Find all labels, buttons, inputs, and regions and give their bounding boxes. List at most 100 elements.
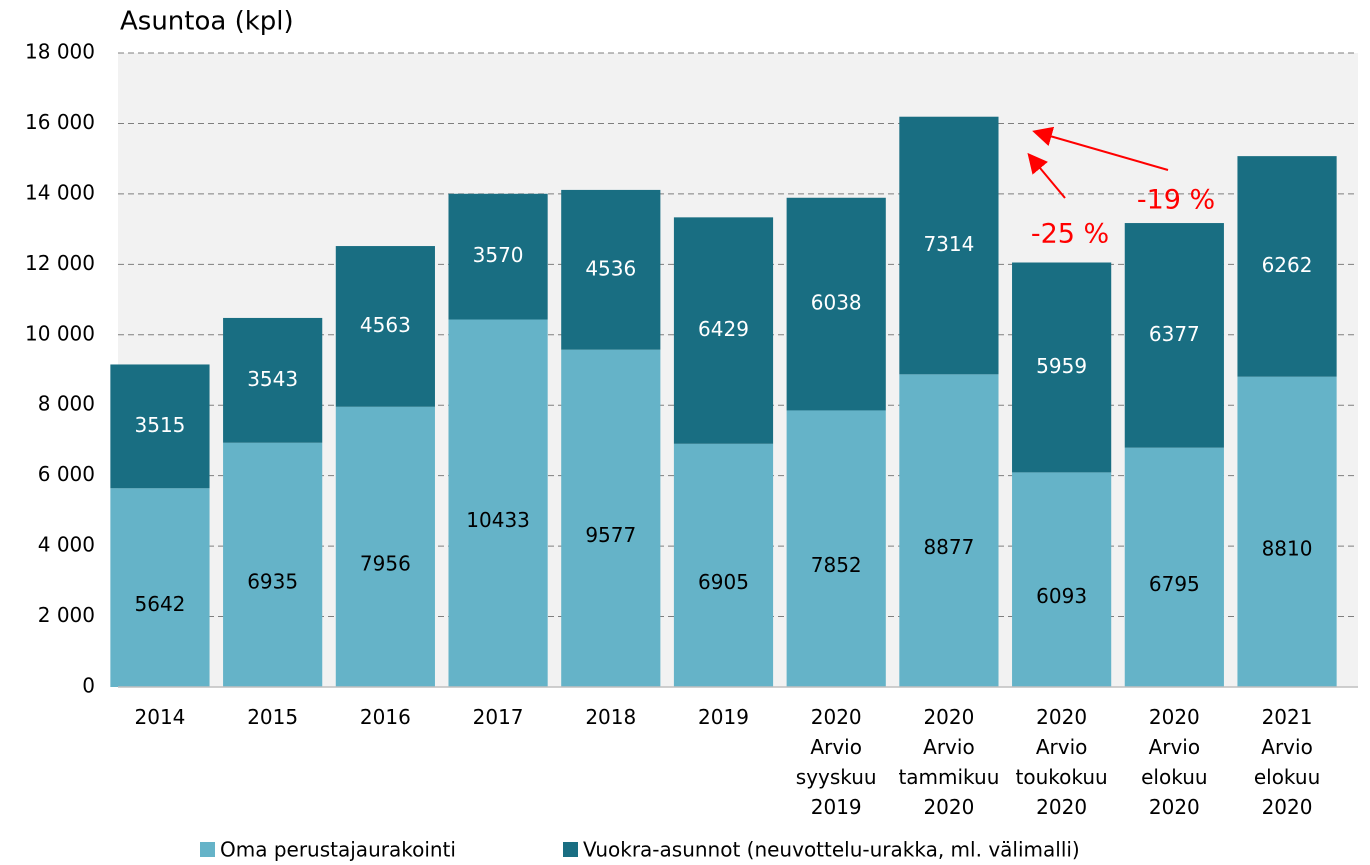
data-label: 4563 (360, 313, 411, 337)
bar-segment (786, 197, 886, 411)
bar-segment (110, 364, 210, 489)
bar-segment (335, 246, 435, 407)
bar-segment (1012, 472, 1112, 687)
bar-segment (899, 374, 999, 687)
bar-segment (1012, 262, 1112, 473)
legend-swatch (200, 842, 215, 857)
data-label: 9577 (585, 523, 636, 547)
x-tick-line: 2020 (1149, 795, 1200, 819)
x-tick-label: 2020 Arvio toukokuu 2020 (1016, 705, 1108, 819)
annotation: -25 % (1031, 219, 1109, 250)
x-tick-line: 2016 (360, 705, 411, 729)
x-tick-label: 2017 (473, 705, 524, 729)
x-tick-line: elokuu (1141, 765, 1207, 789)
data-label: 6905 (698, 570, 749, 594)
x-tick-line: Arvio (1261, 735, 1313, 759)
bar-segment (786, 410, 886, 687)
x-tick-line: 2015 (247, 705, 298, 729)
data-label: 4536 (585, 256, 636, 280)
legend-swatch (563, 842, 578, 857)
y-tick-label: 6 000 (38, 462, 95, 486)
data-label: 3543 (247, 367, 298, 391)
x-tick-line: 2017 (473, 705, 524, 729)
x-tick-line: toukokuu (1016, 765, 1108, 789)
x-tick-label: 2020 Arvio elokuu 2020 (1141, 705, 1207, 819)
bar-segment (1124, 223, 1224, 448)
data-label: 8877 (923, 535, 974, 559)
x-tick-line: Arvio (810, 735, 862, 759)
data-label: 6935 (247, 569, 298, 593)
y-tick-label: 10 000 (25, 321, 95, 345)
data-label: 10433 (466, 508, 530, 532)
x-tick-label: 2021 Arvio elokuu 2020 (1254, 705, 1320, 819)
bar-segment (1237, 156, 1337, 377)
y-tick-label: 0 (82, 674, 95, 698)
y-tick-label: 14 000 (25, 180, 95, 204)
data-label: 5642 (135, 592, 186, 616)
x-tick-line: 2014 (135, 705, 186, 729)
bar-segment (335, 406, 435, 687)
x-tick-line: 2020 (1036, 705, 1087, 729)
data-label: 3570 (473, 243, 524, 267)
x-tick-line: tammikuu (898, 765, 999, 789)
x-tick-label: 2014 (135, 705, 186, 729)
bar-segment (561, 349, 661, 687)
x-tick-line: Arvio (1036, 735, 1088, 759)
y-tick-label: 4 000 (38, 533, 95, 557)
bar-segment (673, 443, 774, 687)
x-tick-label: 2020 Arvio tammikuu 2020 (898, 705, 999, 819)
data-label: 6038 (811, 291, 862, 315)
data-label: 8810 (1262, 536, 1313, 560)
bar-segment (448, 319, 548, 687)
legend-label: Oma perustajaurakointi (220, 838, 456, 862)
x-tick-line: 2020 (923, 795, 974, 819)
data-label: 7314 (923, 232, 974, 256)
x-tick-line: 2020 (923, 705, 974, 729)
x-tick-line: 2020 (1149, 705, 1200, 729)
data-label: 3515 (135, 413, 186, 437)
bar-segment (223, 442, 323, 687)
x-tick-line: 2020 (811, 705, 862, 729)
bar-segment (448, 193, 548, 320)
x-tick-line: 2019 (698, 705, 749, 729)
bar-segment (1124, 447, 1224, 687)
x-tick-line: 2020 (1262, 795, 1313, 819)
y-tick-label: 2 000 (38, 603, 95, 627)
bar-segment (561, 189, 661, 350)
x-tick-line: elokuu (1254, 765, 1320, 789)
data-label: 6093 (1036, 584, 1087, 608)
data-label: 7956 (360, 551, 411, 575)
data-label: 6795 (1149, 572, 1200, 596)
y-axis-title: Asuntoa (kpl) (120, 7, 294, 37)
bar-segment (223, 317, 323, 443)
x-tick-label: 2020 Arvio syyskuu 2019 (796, 705, 877, 819)
y-tick-label: 12 000 (25, 251, 95, 275)
bar-segment (673, 217, 774, 444)
data-label: 6429 (698, 317, 749, 341)
data-label: 6377 (1149, 322, 1200, 346)
annotation-arrows (1027, 126, 1169, 199)
legend-label: Vuokra-asunnot (neuvottelu-urakka, ml. v… (583, 838, 1080, 862)
data-label: 7852 (811, 553, 862, 577)
x-tick-line: 2021 (1262, 705, 1313, 729)
y-tick-label: 18 000 (25, 40, 95, 64)
arrow (1032, 126, 1169, 171)
bar-segment (110, 488, 210, 687)
y-tick-label: 8 000 (38, 392, 95, 416)
x-tick-label: 2015 (247, 705, 298, 729)
data-label: 6262 (1262, 253, 1313, 277)
x-tick-label: 2016 (360, 705, 411, 729)
x-tick-line: Arvio (923, 735, 975, 759)
y-tick-label: 16 000 (25, 110, 95, 134)
bar-segment (899, 116, 999, 375)
x-tick-label: 2019 (698, 705, 749, 729)
x-tick-line: 2020 (1036, 795, 1087, 819)
arrow (1027, 152, 1066, 199)
x-tick-line: 2018 (585, 705, 636, 729)
data-label: 5959 (1036, 354, 1087, 378)
x-tick-line: syyskuu (796, 765, 877, 789)
x-tick-line: 2019 (811, 795, 862, 819)
annotation: -19 % (1137, 185, 1215, 216)
x-tick-line: Arvio (1149, 735, 1201, 759)
